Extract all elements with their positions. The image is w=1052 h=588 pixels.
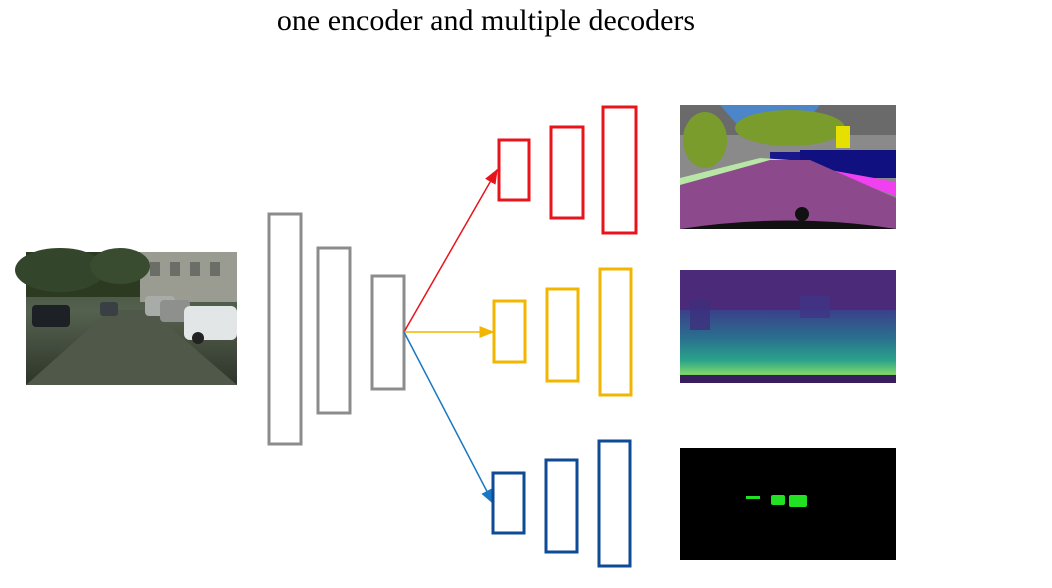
arrow-to-segmentation-decoder	[403, 168, 498, 333]
encoder	[267, 212, 406, 446]
output-segmentation-image	[680, 105, 896, 229]
encoder-layer-1	[267, 212, 303, 446]
detection-decoder	[491, 439, 632, 568]
input-image	[15, 248, 237, 385]
arrow-to-detection-decoder	[403, 331, 494, 505]
encoder-layer-2	[316, 246, 352, 415]
segmentation-decoder	[497, 105, 638, 235]
diagram-title: one encoder and multiple decoders	[276, 4, 696, 37]
output-detection-image	[680, 448, 896, 560]
output-depth-image	[680, 270, 896, 383]
depth-decoder	[492, 267, 633, 397]
encoder-layer-3	[370, 274, 406, 391]
